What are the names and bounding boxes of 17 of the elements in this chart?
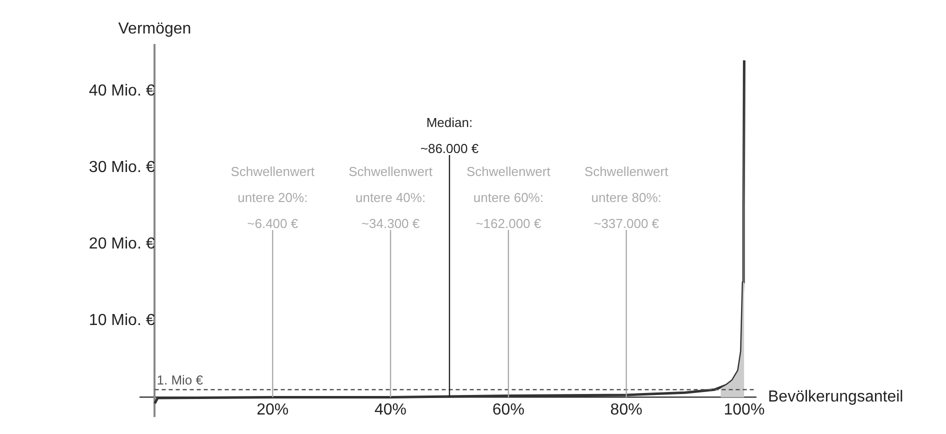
ref-line-label: Schwellenwert untere 40%: ~34.300 € [348, 164, 433, 232]
y-tick-label: 40 Mio. € [88, 82, 155, 100]
ref-line-label: Median: ~86.000 € [420, 115, 480, 156]
ref-line-label: Schwellenwert untere 60%: ~162.000 € [466, 164, 551, 232]
x-tick-label: 40% [374, 401, 407, 418]
x-tick-label: 100% [724, 401, 765, 418]
y-tick-label: 30 Mio. € [88, 158, 155, 176]
x-tick-label: 20% [256, 401, 289, 418]
x-tick-label: 80% [610, 401, 642, 418]
y-axis-title: Vermögen [118, 20, 192, 38]
ref-line-label: 1. Mio € [156, 372, 204, 388]
y-tick-label: 20 Mio. € [88, 236, 155, 253]
x-axis-title: Bevölkerungsanteil [768, 388, 904, 406]
ref-line-label: Schwellenwert untere 80%: ~337.000 € [584, 164, 669, 232]
ref-line-label: Schwellenwert untere 20%: ~6.400 € [230, 164, 315, 232]
x-tick-label: 60% [492, 401, 524, 418]
y-tick-label: 10 Mio. € [88, 312, 155, 330]
